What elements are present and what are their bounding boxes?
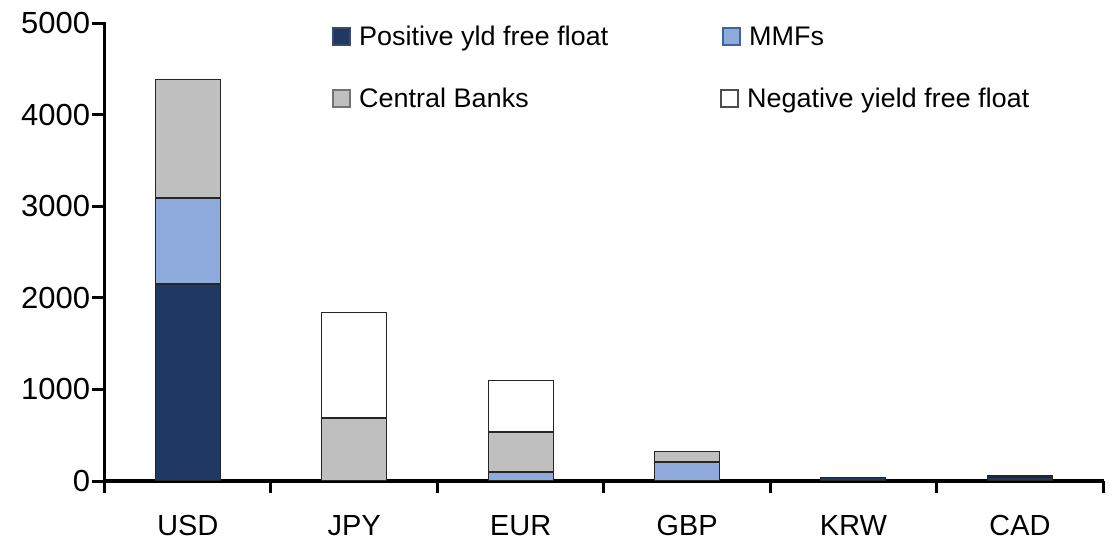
y-axis-tick-label: 0 — [72, 463, 90, 498]
x-axis-tick — [269, 481, 273, 493]
x-axis-category-label: GBP — [656, 510, 718, 542]
bar-segment-usd — [154, 78, 221, 198]
bar-segment-usd — [154, 284, 221, 481]
bar-segment-jpy — [321, 417, 388, 481]
legend-label: Negative yield free float — [747, 83, 1030, 113]
bar-segment-cad — [986, 477, 1053, 481]
y-axis-tick — [92, 204, 105, 208]
legend-item-central-banks: Central Banks — [332, 84, 529, 112]
bar-segment-gbp — [653, 450, 720, 462]
y-axis-tick-label: 1000 — [21, 371, 90, 407]
legend-swatch-positive-yld-free-float — [332, 26, 351, 46]
x-axis-tick — [1101, 481, 1105, 493]
bar-segment-jpy — [321, 311, 388, 418]
x-axis-tick — [602, 481, 606, 493]
y-axis-line — [103, 22, 106, 483]
legend-swatch-negative-yield-free-float — [720, 88, 739, 108]
legend-item-positive-yld-free-float: Positive yld free float — [332, 22, 608, 50]
x-axis-category-label: CAD — [989, 510, 1051, 542]
x-axis-category-label: JPY — [327, 510, 381, 542]
bar-segment-eur — [487, 431, 554, 472]
y-axis-tick — [92, 21, 105, 25]
bar-segment-eur — [487, 380, 554, 432]
legend-label: Positive yld free float — [359, 21, 609, 51]
bar-segment-krw — [820, 476, 887, 481]
x-axis-category-label: USD — [157, 510, 219, 542]
bar-segment-usd — [154, 197, 221, 285]
bar-segment-cad — [986, 474, 1053, 478]
y-axis-tick — [92, 387, 105, 391]
y-axis-tick — [92, 479, 105, 483]
y-axis-tick-label: 5000 — [21, 5, 90, 40]
x-axis-category-label: EUR — [489, 510, 552, 542]
y-axis-tick-label: 4000 — [21, 96, 90, 132]
bar-segment-eur — [487, 471, 554, 481]
x-axis-tick — [768, 481, 772, 493]
x-axis-category-label: KRW — [819, 510, 887, 542]
legend-label: MMFs — [749, 21, 824, 51]
y-axis-tick — [92, 296, 105, 300]
y-axis-tick-label: 2000 — [21, 279, 90, 315]
legend-item-mmfs: MMFs — [722, 22, 824, 50]
y-axis-tick-label: 3000 — [21, 188, 90, 224]
bar-segment-gbp — [653, 461, 720, 481]
x-axis-tick — [935, 481, 939, 493]
x-axis-tick — [435, 481, 439, 493]
legend-label: Central Banks — [359, 83, 529, 113]
x-axis-tick — [103, 481, 106, 493]
legend-swatch-central-banks — [332, 88, 351, 108]
legend-swatch-mmfs — [722, 26, 741, 46]
legend-item-negative-yield-free-float: Negative yield free float — [720, 84, 1029, 112]
y-axis-tick — [92, 113, 105, 117]
